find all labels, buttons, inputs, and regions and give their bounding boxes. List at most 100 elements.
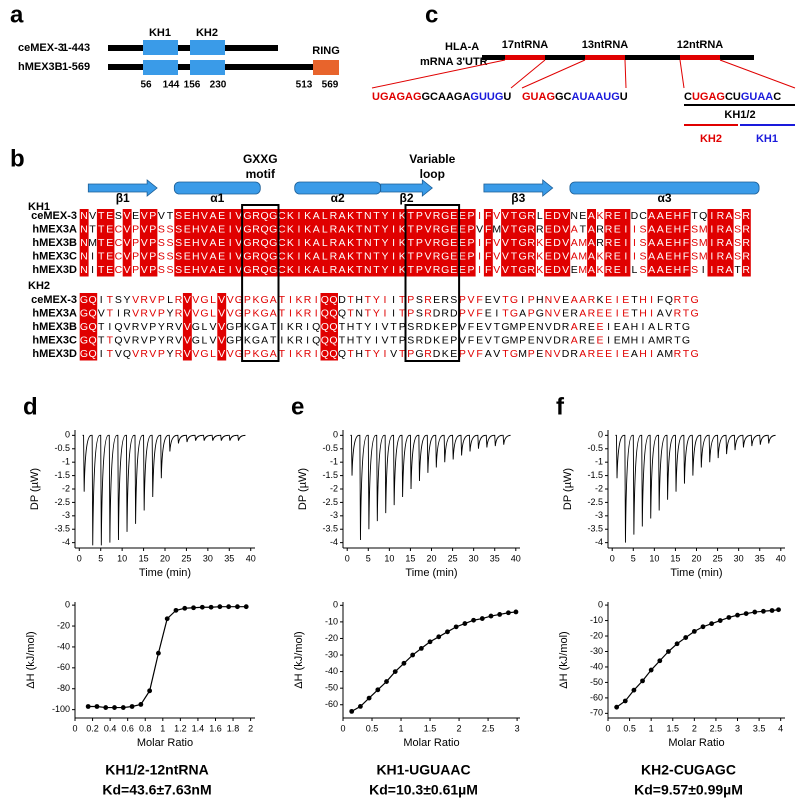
residue: P: [149, 334, 156, 346]
x-tick-label: 25: [713, 553, 723, 563]
residue: I: [392, 223, 395, 235]
conserved-column: [260, 209, 270, 277]
residue: Q: [338, 307, 346, 319]
residue: F: [683, 250, 689, 262]
residue: G: [200, 307, 208, 319]
residue: T: [399, 294, 406, 306]
injection-peak: [350, 434, 360, 476]
conserved-column: [612, 209, 622, 277]
residue: G: [243, 223, 251, 235]
data-point: [235, 604, 240, 610]
residue: Q: [89, 334, 97, 346]
residue: K: [287, 264, 294, 276]
residue: R: [562, 334, 570, 346]
residue: I: [607, 321, 610, 333]
residue: H: [674, 250, 682, 262]
residue: R: [717, 210, 725, 222]
residue: N: [545, 307, 553, 319]
conserved-column: [587, 209, 596, 277]
residue: T: [683, 307, 690, 319]
residue: T: [580, 223, 587, 235]
x-tick-label: 40: [511, 553, 521, 563]
residue: E: [459, 264, 466, 276]
residue: A: [485, 348, 492, 360]
kh-domain: [143, 40, 178, 55]
residue: F: [476, 348, 482, 360]
residue: R: [252, 264, 260, 276]
data-point: [761, 608, 766, 614]
domain-position: 56: [140, 80, 152, 91]
y-tick-label: -60: [325, 699, 338, 709]
y-tick-label: -20: [57, 620, 70, 630]
residue: V: [467, 294, 474, 306]
residue: I: [392, 307, 395, 319]
residue: C: [639, 210, 647, 222]
conserved-column: [458, 209, 467, 277]
residue: K: [442, 348, 449, 360]
residue: V: [218, 348, 225, 360]
residue: I: [384, 307, 387, 319]
residue: T: [167, 210, 174, 222]
residue: T: [356, 237, 363, 249]
residue: A: [579, 348, 586, 360]
residue: V: [545, 321, 552, 333]
sequence: NV T E S V E V P V T S EHV A E I VGRQGCK I K A L RA K T N T Y I K T P…: [80, 210, 750, 222]
residue: V: [381, 334, 388, 346]
sequence-segment: GUAA: [741, 91, 773, 103]
y-tick-label: -60: [57, 662, 70, 672]
residue: L: [201, 334, 207, 346]
residue: Y: [373, 348, 380, 360]
residue: E: [588, 334, 595, 346]
injection-peak: [666, 434, 675, 500]
residue: I: [375, 321, 378, 333]
conserved-column: [681, 209, 691, 277]
residue: R: [140, 307, 148, 319]
residue: V: [201, 250, 208, 262]
residue: I: [100, 348, 103, 360]
residue: V: [493, 264, 500, 276]
residue: A: [725, 223, 732, 235]
panel-letter: e: [291, 393, 304, 420]
residue: M: [664, 348, 673, 360]
residue: I: [392, 264, 395, 276]
conserved-column: [139, 209, 149, 277]
data-point: [513, 609, 519, 615]
residue: D: [553, 321, 561, 333]
residue: V: [218, 321, 225, 333]
residue: S: [691, 237, 698, 249]
x-tick-label: 5: [631, 553, 636, 563]
residue: I: [298, 223, 301, 235]
residue: V: [562, 250, 569, 262]
residue: Q: [114, 321, 122, 333]
residue: A: [725, 250, 732, 262]
residue: R: [717, 237, 725, 249]
y-tick-label: -4: [62, 537, 70, 547]
data-point: [94, 704, 100, 709]
residue: T: [347, 348, 354, 360]
residue: A: [657, 250, 664, 262]
conserved-column: [604, 209, 614, 277]
residue: V: [175, 321, 182, 333]
domain-name: KH2: [700, 133, 722, 145]
residue: H: [674, 223, 682, 235]
residue: A: [338, 250, 345, 262]
conserved-column: [217, 293, 227, 361]
residue: M: [510, 321, 519, 333]
residue: P: [467, 264, 474, 276]
residue: Q: [89, 321, 97, 333]
residue: T: [347, 307, 354, 319]
block-name: KH1: [28, 201, 50, 213]
residue: A: [579, 294, 586, 306]
x-axis-label: Time (min): [670, 567, 722, 579]
injection-peak: [758, 434, 768, 445]
residue: I: [521, 294, 524, 306]
residue: T: [390, 334, 397, 346]
injection-peak: [384, 434, 393, 514]
structure-label: β3: [511, 191, 525, 205]
y-tick-label: 0: [598, 430, 603, 440]
residue: L: [210, 294, 216, 306]
conserved-column: [225, 209, 235, 277]
sequence-segment: GUAG: [522, 91, 555, 103]
residue: I: [633, 250, 636, 262]
